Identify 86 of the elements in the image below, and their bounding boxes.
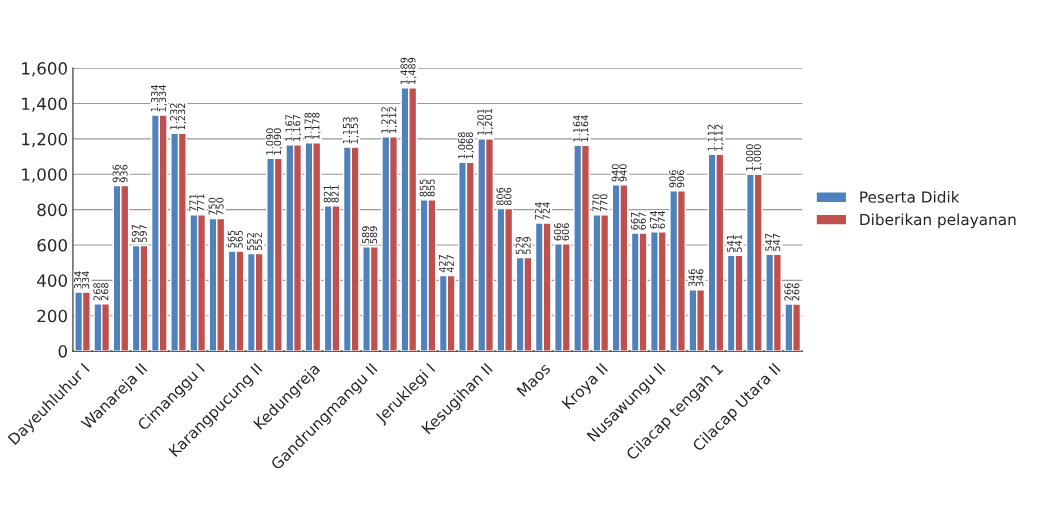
data-label: 1,112 [715, 124, 724, 151]
y-tick-label: 600 [37, 238, 67, 252]
data-label: 1,000 [753, 144, 763, 171]
data-label: 674 [657, 211, 666, 229]
data-label: 770 [600, 194, 608, 212]
data-label: 806 [504, 187, 512, 206]
data-label: 1,201 [477, 108, 486, 135]
data-label: 529 [515, 236, 523, 254]
data-label: 771 [197, 194, 205, 212]
data-label: 346 [696, 269, 704, 287]
y-tick-label: 1,400 [22, 97, 67, 112]
data-label: 1,334 [158, 85, 167, 112]
data-label: 268 [93, 283, 101, 301]
data-label: 1,489 [408, 57, 417, 84]
data-label: 674 [650, 211, 658, 229]
data-label: 750 [216, 197, 224, 215]
data-label: 724 [534, 202, 543, 220]
data-label: 906 [669, 170, 677, 188]
data-label: 565 [235, 230, 243, 248]
data-label: 597 [131, 225, 140, 242]
data-label: 1,178 [312, 112, 321, 139]
data-label: 1,212 [381, 107, 390, 133]
data-label: 552 [254, 233, 262, 250]
data-label: 1,201 [484, 108, 494, 135]
data-label: 821 [331, 185, 339, 203]
data-label: 552 [246, 233, 255, 250]
data-label: 667 [638, 212, 646, 230]
data-label: 541 [734, 234, 742, 252]
data-label: 541 [726, 234, 735, 252]
data-label: 565 [227, 230, 236, 248]
data-label: 1,212 [388, 107, 398, 133]
data-label: 1,090 [266, 128, 275, 155]
data-label: 427 [446, 255, 454, 273]
data-label: 606 [554, 223, 562, 241]
data-label: 597 [139, 225, 147, 242]
data-label: 1,090 [273, 128, 283, 155]
data-label: 427 [438, 255, 447, 273]
data-label: 906 [676, 170, 685, 188]
legend-label: Diberikan pelayanan [860, 213, 1016, 229]
data-label: 589 [369, 226, 378, 244]
data-label: 1,164 [580, 115, 590, 142]
data-label: 1,068 [465, 132, 475, 159]
data-label: 855 [419, 179, 428, 197]
data-label: 606 [561, 223, 570, 241]
data-label: 936 [112, 164, 120, 183]
data-label: 266 [784, 283, 792, 301]
data-label: 771 [189, 194, 197, 212]
data-label: 547 [772, 233, 781, 251]
data-label: 1,489 [400, 57, 409, 84]
data-label: 346 [688, 269, 696, 287]
y-tick-label: 1,000 [22, 168, 67, 183]
data-label: 855 [427, 179, 435, 197]
y-tick-label: 0 [58, 345, 67, 358]
data-label: 266 [792, 283, 800, 301]
data-label: 821 [323, 185, 332, 203]
data-label: 724 [542, 202, 550, 220]
y-tick-label: 1,600 [22, 62, 67, 77]
data-label: 750 [208, 197, 216, 215]
data-label: 334 [74, 271, 82, 289]
data-label: 589 [362, 226, 370, 244]
legend-label: Peserta Didik [860, 190, 960, 203]
data-label: 940 [619, 164, 627, 182]
data-label: 1,112 [707, 124, 716, 151]
y-tick-label: 200 [37, 309, 67, 323]
data-label: 1,178 [304, 112, 313, 139]
data-label: 1,068 [458, 132, 467, 159]
data-label: 1,334 [150, 85, 160, 112]
data-label: 268 [101, 283, 109, 301]
y-tick-label: 1,200 [22, 132, 67, 148]
data-label: 1,153 [350, 117, 359, 144]
data-label: 1,232 [170, 103, 179, 130]
data-label: 547 [765, 233, 773, 251]
data-label: 1,167 [292, 114, 302, 141]
data-label: 1,000 [745, 144, 755, 171]
data-label: 667 [630, 212, 639, 230]
data-label: 334 [81, 271, 90, 289]
data-label: 806 [496, 187, 504, 206]
y-tick-label: 400 [37, 274, 67, 287]
data-label: 1,167 [285, 114, 294, 141]
data-label: 936 [120, 164, 128, 183]
data-label: 1,164 [573, 115, 582, 142]
data-label: 529 [523, 236, 531, 254]
data-label: 770 [592, 194, 600, 212]
data-label: 1,232 [177, 103, 187, 130]
data-label: 940 [611, 164, 619, 182]
y-tick-label: 800 [37, 203, 67, 217]
